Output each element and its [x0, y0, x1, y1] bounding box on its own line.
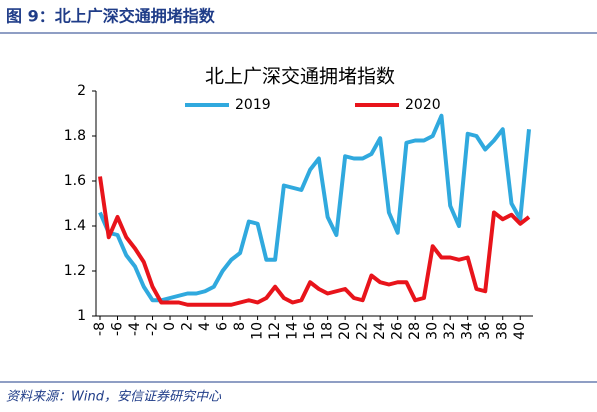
- x-tick-label: 16: [302, 322, 318, 340]
- x-tick-label: 32: [442, 322, 458, 340]
- x-tick-label: 20: [337, 322, 353, 340]
- x-tick-label: 26: [390, 322, 406, 340]
- x-tick-label: 2: [180, 322, 196, 331]
- x-tick-label: 22: [355, 322, 371, 340]
- x-tick-label: 36: [477, 322, 493, 340]
- x-tick-label: 12: [267, 322, 283, 340]
- x-tick-label: 8: [232, 322, 248, 331]
- y-tick-label: 2: [77, 83, 86, 99]
- x-tick-label: 10: [250, 322, 266, 340]
- series-line: [98, 176, 531, 307]
- chart-title: 北上广深交通拥堵指数: [205, 66, 395, 88]
- y-tick-label: 1.6: [64, 173, 86, 189]
- x-tick-label: -2: [145, 322, 161, 336]
- source-note: 资料来源：Wind，安信证券研究中心: [6, 389, 222, 405]
- y-tick-label: 1.8: [64, 128, 86, 144]
- x-tick-label: -4: [127, 322, 143, 336]
- y-tick-label: 1.4: [64, 218, 86, 234]
- x-tick-label: 6: [215, 322, 231, 331]
- y-tick-label: 1.2: [64, 263, 86, 279]
- x-tick-label: 40: [512, 322, 528, 340]
- x-tick-label: -6: [110, 322, 126, 336]
- x-tick-label: 18: [320, 322, 336, 340]
- x-tick-label: 34: [460, 322, 476, 340]
- figure-title: 图 9：北上广深交通拥堵指数: [6, 7, 216, 26]
- legend-label: 2019: [235, 97, 271, 113]
- legend-label: 2020: [405, 97, 441, 113]
- x-tick-label: 4: [197, 322, 213, 331]
- series-line: [98, 113, 531, 303]
- x-tick-label: 0: [162, 322, 178, 331]
- y-tick-label: 1: [77, 308, 86, 324]
- x-tick-label: 38: [495, 322, 511, 340]
- x-tick-label: 24: [372, 322, 388, 340]
- x-tick-label: 14: [285, 322, 301, 340]
- x-tick-label: 30: [425, 322, 441, 340]
- x-tick-label: -8: [92, 322, 108, 336]
- x-tick-label: 28: [407, 322, 423, 340]
